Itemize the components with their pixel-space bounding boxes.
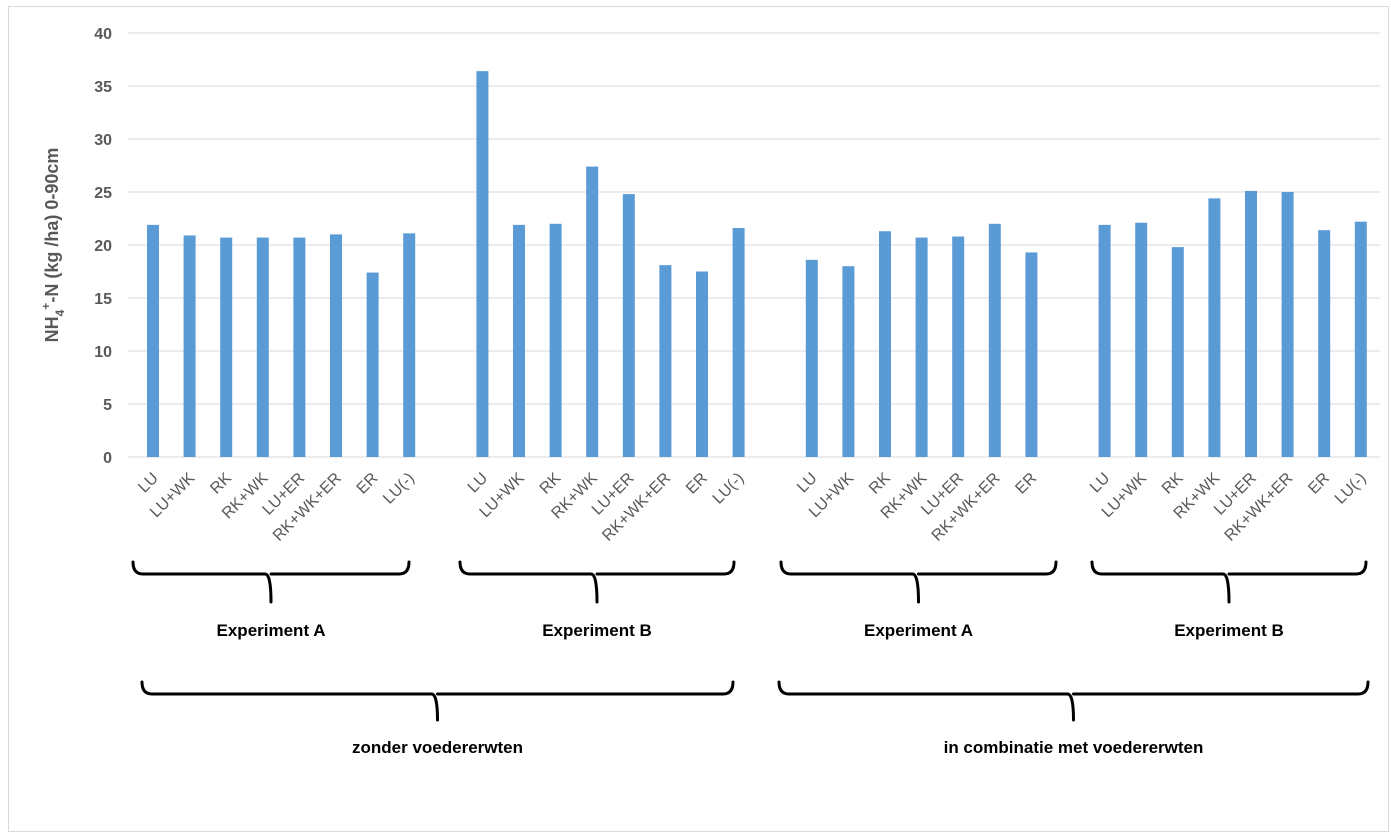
bar xyxy=(842,266,855,457)
bar xyxy=(659,265,672,457)
bar xyxy=(586,166,599,457)
group-label: Experiment B xyxy=(542,621,652,640)
y-tick-label: 35 xyxy=(94,79,112,96)
category-label: RK xyxy=(866,470,894,498)
brace xyxy=(140,680,735,722)
bar xyxy=(366,272,379,457)
bar xyxy=(988,223,1001,457)
brace xyxy=(1090,560,1368,604)
bar xyxy=(1171,247,1184,457)
bar xyxy=(1318,230,1331,457)
bar xyxy=(1025,252,1038,457)
y-tick-label: 40 xyxy=(94,26,112,43)
bar xyxy=(513,224,525,457)
group-label: Experiment B xyxy=(1174,621,1284,640)
bar xyxy=(183,235,196,457)
brace xyxy=(458,560,736,604)
bars xyxy=(147,71,1367,458)
y-axis-ticks: 0 5 10 15 20 25 30 35 40 xyxy=(94,26,112,467)
bar xyxy=(1281,192,1294,457)
bar xyxy=(293,237,306,457)
bar xyxy=(879,231,891,457)
y-tick-label: 20 xyxy=(94,238,112,255)
bar xyxy=(403,233,416,457)
category-label: RK xyxy=(1159,470,1187,498)
bar xyxy=(147,224,159,457)
y-tick-label: 10 xyxy=(94,344,112,361)
y-tick-label: 25 xyxy=(94,185,112,202)
category-label: LU(-) xyxy=(710,470,748,508)
bar xyxy=(1208,198,1221,458)
y-tick-label: 15 xyxy=(94,291,112,308)
bar xyxy=(915,237,928,457)
bar xyxy=(952,236,965,457)
y-axis-label: NH4+-N (kg /ha) 0-90cm xyxy=(39,148,67,343)
bar xyxy=(476,71,489,457)
category-label: LU(-) xyxy=(1332,470,1370,508)
category-label: RK xyxy=(537,470,565,498)
category-label: ER xyxy=(1305,470,1333,498)
category-label: ER xyxy=(354,470,382,498)
bar xyxy=(622,194,635,457)
bar xyxy=(256,237,269,457)
bar xyxy=(1098,224,1111,457)
bar xyxy=(1354,221,1367,457)
bar xyxy=(732,228,745,457)
bar xyxy=(805,259,818,457)
gridlines xyxy=(128,32,1380,458)
y-tick-label: 0 xyxy=(103,450,112,467)
category-label: ER xyxy=(1012,470,1040,498)
bar xyxy=(549,223,562,457)
category-label: LU xyxy=(135,470,161,496)
group-label: Experiment A xyxy=(217,621,326,640)
group-braces: Experiment A Experiment B Experiment A Expe… xyxy=(131,560,1370,757)
brace xyxy=(779,560,1058,604)
category-label: ER xyxy=(683,470,711,498)
y-tick-label: 5 xyxy=(103,397,112,414)
category-label: RK xyxy=(207,470,235,498)
brace xyxy=(777,680,1370,722)
bar xyxy=(220,237,233,457)
category-label: LU xyxy=(794,470,820,496)
bar xyxy=(330,234,342,457)
brace xyxy=(131,560,411,604)
category-label: LU xyxy=(1087,470,1113,496)
category-label: LU(-) xyxy=(380,470,418,508)
bar xyxy=(1245,190,1257,457)
y-tick-label: 30 xyxy=(94,132,112,149)
group-label: Experiment A xyxy=(864,621,973,640)
category-label: LU xyxy=(465,470,491,496)
bar xyxy=(1135,222,1148,457)
supergroup-label: in combinatie met voedererwten xyxy=(944,738,1204,757)
supergroup-label: zonder voedererwten xyxy=(352,738,523,757)
bar xyxy=(696,271,708,457)
